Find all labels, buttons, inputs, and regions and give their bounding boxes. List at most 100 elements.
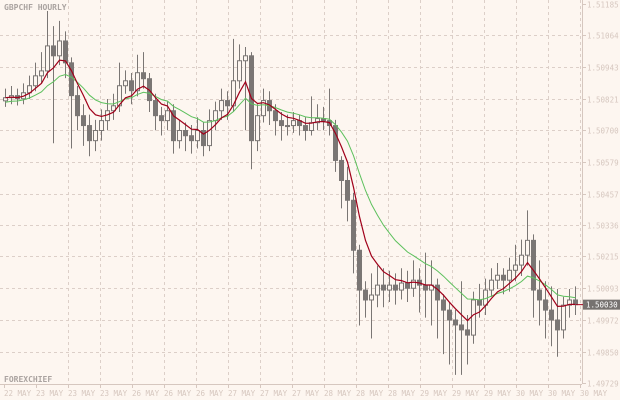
candle-body-bearish <box>201 130 206 147</box>
time-tick-label: 23 MAY <box>100 389 128 398</box>
candle-body-bullish <box>57 40 62 57</box>
candle <box>261 88 266 123</box>
candle-body-bullish <box>399 282 404 291</box>
candle <box>369 273 374 339</box>
candle-body-bullish <box>99 120 104 132</box>
current-price-tag: 1.50030 <box>583 299 620 310</box>
candle <box>129 72 134 105</box>
candle-body-bearish <box>171 110 176 142</box>
price-tick-label: 1.51185 <box>587 1 619 10</box>
candle <box>111 93 116 120</box>
candle <box>501 268 506 295</box>
current-price-label: 1.50030 <box>586 301 618 310</box>
candle <box>99 109 104 141</box>
candle-body-bullish <box>33 75 38 87</box>
candle <box>333 119 338 172</box>
candle-body-bearish <box>153 100 158 117</box>
chart-title: GBPCHF HOURLY <box>4 3 67 12</box>
candle-body-bearish <box>303 125 308 132</box>
time-tick-label: 29 MAY <box>420 389 448 398</box>
candle-body-bullish <box>243 55 248 62</box>
time-axis: 22 MAY 23 MAY 23 MAY 23 MAY 26 MAY 26 MAY 26 M… <box>4 384 608 398</box>
candle <box>33 62 38 92</box>
candle-body-bullish <box>309 122 314 132</box>
candle <box>177 119 182 149</box>
candle-body-bullish <box>567 299 572 306</box>
price-tick-label: 1.49972 <box>587 317 619 326</box>
candle <box>303 117 308 141</box>
candle-body-bearish <box>543 299 548 311</box>
candle-body-bearish <box>453 319 458 326</box>
candle-body-bullish <box>525 239 530 256</box>
slow-moving-average-line <box>5 73 576 301</box>
candle-body-bearish <box>549 309 554 321</box>
candle-body-bullish <box>213 110 218 122</box>
candle-body-bearish <box>87 125 92 142</box>
candle <box>345 166 350 222</box>
candle-body-bearish <box>63 40 68 64</box>
candle-body-bearish <box>141 72 146 80</box>
candle-body-bullish <box>261 100 266 117</box>
price-tick-label: 1.50821 <box>587 96 619 105</box>
candle <box>117 62 122 113</box>
candle <box>519 239 524 277</box>
watermark-label: FOREXCHIEF <box>4 375 52 384</box>
candle <box>189 125 194 154</box>
price-tick-label: 1.51064 <box>587 32 619 41</box>
price-tick-label: 1.50700 <box>587 127 619 136</box>
candle-body-bearish <box>225 100 230 107</box>
candle-body-bullish <box>369 294 374 301</box>
time-tick-label: 29 MAY <box>484 389 512 398</box>
candle-body-bullish <box>123 80 128 87</box>
candle <box>543 281 548 339</box>
time-tick-label: 30 MAY <box>516 389 544 398</box>
candle-body-bullish <box>315 118 320 124</box>
candle-body-bearish <box>333 125 338 161</box>
candle <box>537 260 542 326</box>
price-tick-label: 1.50336 <box>587 222 619 231</box>
candle-body-bullish <box>177 130 182 142</box>
candle <box>363 281 368 318</box>
candle <box>375 265 380 308</box>
candle-body-bearish <box>405 282 410 289</box>
candle <box>183 122 188 152</box>
time-tick-label: 28 MAY <box>356 389 384 398</box>
candle-body-bearish <box>501 274 506 281</box>
time-tick-label: 26 MAY <box>164 389 192 398</box>
candle <box>237 44 242 89</box>
candle <box>495 263 500 290</box>
candle <box>45 11 50 79</box>
candle-body-bearish <box>183 130 188 137</box>
candle <box>3 88 8 107</box>
candle-body-bullish <box>117 85 122 107</box>
candle <box>243 46 248 131</box>
time-tick-label: 28 MAY <box>324 389 352 398</box>
candle-body-bearish <box>357 249 362 291</box>
candle-body-bearish <box>435 284 440 301</box>
time-tick-label: 28 MAY <box>388 389 416 398</box>
candle-body-bullish <box>195 130 200 142</box>
time-tick-label: 26 MAY <box>132 389 160 398</box>
candle-body-bearish <box>339 159 344 181</box>
candle-body-bearish <box>75 95 80 117</box>
candle-body-bullish <box>255 115 260 142</box>
time-tick-label: 26 MAY <box>196 389 224 398</box>
candle <box>555 289 560 357</box>
candle <box>219 88 224 120</box>
candle-body-bullish <box>3 97 8 102</box>
price-tick-label: 1.50943 <box>587 64 619 73</box>
candle-body-bullish <box>513 264 518 271</box>
candle-body-bullish <box>495 274 500 281</box>
candle-body-bullish <box>489 279 494 291</box>
candle <box>75 85 80 131</box>
candle-body-bearish <box>441 299 446 311</box>
candle <box>459 281 464 375</box>
candle-body-bearish <box>465 329 470 336</box>
time-tick-label: 27 MAY <box>228 389 256 398</box>
candle-body-bearish <box>537 289 542 301</box>
candle <box>93 119 98 152</box>
candle-body-bullish <box>507 269 512 281</box>
candle-body-bullish <box>519 254 524 266</box>
